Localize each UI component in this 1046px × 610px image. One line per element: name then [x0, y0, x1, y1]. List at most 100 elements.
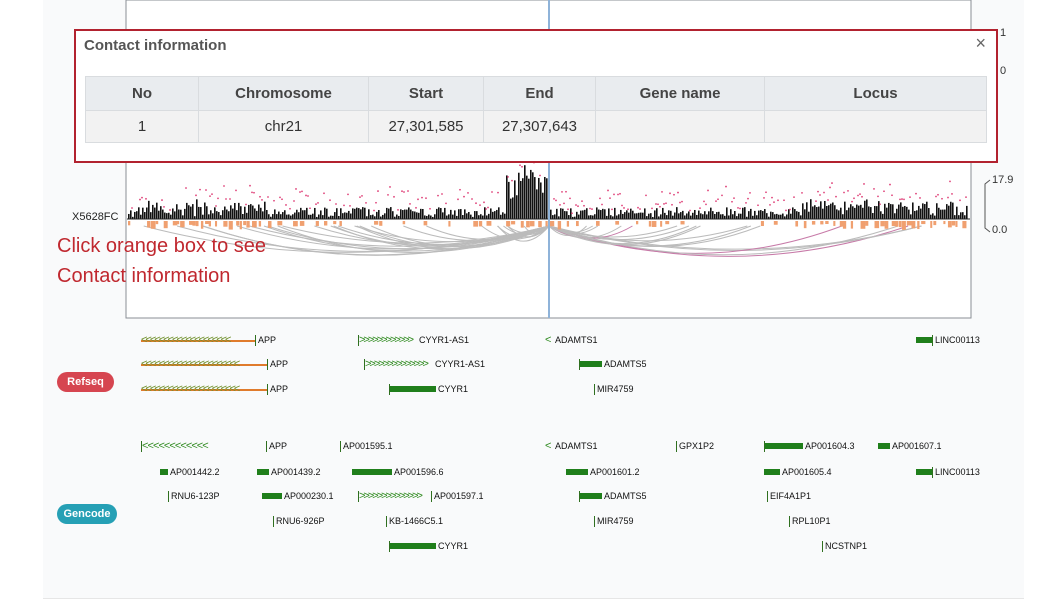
contact-box[interactable]: [277, 221, 283, 226]
gene-cyyr1-as1[interactable]: >>>>>>>>>>>> CYYR1-AS1: [358, 334, 469, 346]
gene-ap001601-2[interactable]: AP001601.2: [566, 466, 640, 478]
contact-box[interactable]: [223, 221, 228, 227]
contact-box[interactable]: [205, 221, 209, 225]
contact-box[interactable]: [902, 221, 906, 230]
gene-adamts5[interactable]: ADAMTS5: [579, 490, 647, 502]
refseq-badge[interactable]: Refseq: [57, 372, 114, 392]
contact-box[interactable]: [566, 221, 570, 227]
gene-ap001595-1[interactable]: AP001595.1: [340, 440, 393, 452]
contact-box[interactable]: [228, 221, 233, 230]
contact-box[interactable]: [155, 221, 159, 225]
contact-box[interactable]: [163, 221, 168, 229]
contact-box[interactable]: [636, 221, 639, 225]
contact-box[interactable]: [773, 221, 778, 225]
gene-cyyr1[interactable]: CYYR1: [389, 383, 468, 395]
gene-adamts1[interactable]: < ADAMTS1: [545, 440, 598, 452]
contact-box[interactable]: [906, 221, 912, 226]
gene-ap000230-1[interactable]: AP000230.1: [262, 490, 334, 502]
contact-box[interactable]: [917, 221, 920, 230]
contact-box[interactable]: [825, 221, 829, 225]
contact-box[interactable]: [176, 221, 180, 225]
contact-box[interactable]: [511, 221, 516, 225]
contact-box[interactable]: [324, 221, 328, 226]
contact-box[interactable]: [884, 221, 889, 229]
contact-box[interactable]: [660, 221, 663, 227]
contact-box[interactable]: [955, 221, 958, 227]
contact-box[interactable]: [839, 221, 844, 227]
gene-gpx1p2[interactable]: GPX1P2: [676, 440, 714, 452]
contact-box[interactable]: [128, 221, 131, 226]
contact-box[interactable]: [933, 221, 937, 226]
contact-box[interactable]: [374, 221, 379, 225]
contact-box[interactable]: [930, 221, 933, 228]
gene-adamts5[interactable]: ADAMTS5: [579, 358, 647, 370]
contact-box[interactable]: [865, 221, 869, 226]
contact-box[interactable]: [147, 221, 151, 228]
gene-kb-1466c5-1[interactable]: KB-1466C5.1: [386, 515, 443, 527]
contact-box[interactable]: [268, 221, 272, 228]
gene-eif4a1p1[interactable]: EIF4A1P1: [767, 490, 811, 502]
gene-app[interactable]: <<<<<<<<<<<<<<<<<<<<<< APP: [141, 383, 288, 395]
contact-box[interactable]: [293, 221, 298, 227]
contact-box[interactable]: [478, 221, 483, 227]
contact-box[interactable]: [315, 221, 319, 226]
contact-box[interactable]: [911, 221, 916, 229]
contact-box[interactable]: [246, 221, 250, 228]
contact-box[interactable]: [680, 221, 685, 225]
gene-ap001597-1[interactable]: >>>>>>>>>>>>>> AP001597.1: [358, 490, 484, 502]
gene-ap001442-2[interactable]: AP001442.2: [160, 466, 220, 478]
contact-box[interactable]: [549, 221, 555, 227]
contact-box[interactable]: [520, 221, 524, 228]
contact-box[interactable]: [615, 221, 620, 225]
contact-box[interactable]: [215, 221, 218, 227]
contact-box[interactable]: [506, 221, 511, 227]
gene-app[interactable]: < < < < < < < < < < < < APP: [141, 440, 287, 452]
contact-box[interactable]: [195, 221, 199, 227]
contact-box[interactable]: [943, 221, 946, 225]
gene-ap001605-4[interactable]: AP001605.4: [764, 466, 832, 478]
contact-box[interactable]: [192, 221, 196, 226]
contact-box[interactable]: [200, 221, 204, 229]
gene-ncstnp1[interactable]: NCSTNP1: [822, 540, 867, 552]
contact-box[interactable]: [333, 221, 337, 225]
gene-cyyr1[interactable]: CYYR1: [389, 540, 468, 552]
contact-box[interactable]: [189, 221, 193, 225]
contact-box[interactable]: [895, 221, 899, 227]
close-icon[interactable]: ×: [975, 33, 986, 53]
contact-box[interactable]: [545, 221, 548, 227]
contact-box[interactable]: [258, 221, 262, 227]
contact-box[interactable]: [833, 221, 836, 226]
contact-box[interactable]: [850, 221, 854, 229]
gene-rnu6-926p[interactable]: RNU6-926P: [273, 515, 325, 527]
contact-box[interactable]: [180, 221, 185, 228]
contact-box[interactable]: [665, 221, 670, 225]
contact-box[interactable]: [448, 221, 451, 227]
contact-box[interactable]: [172, 221, 178, 226]
contact-box[interactable]: [575, 221, 579, 227]
contact-box[interactable]: [150, 221, 156, 229]
gene-ap001439-2[interactable]: AP001439.2: [257, 466, 321, 478]
gene-app[interactable]: <<<<<<<<<<<<<<<<<<<<<< APP: [141, 358, 288, 370]
contact-box[interactable]: [252, 221, 257, 228]
contact-box[interactable]: [538, 221, 542, 228]
contact-boxes[interactable]: [128, 221, 967, 230]
contact-box[interactable]: [402, 221, 406, 225]
contact-box[interactable]: [473, 221, 479, 227]
contact-box[interactable]: [648, 221, 652, 227]
contact-box[interactable]: [239, 221, 242, 230]
gencode-badge[interactable]: Gencode: [57, 504, 117, 524]
contact-box[interactable]: [423, 221, 428, 226]
contact-box[interactable]: [208, 221, 212, 227]
gene-linc00113[interactable]: LINC00113: [916, 466, 980, 478]
contact-box[interactable]: [795, 221, 799, 227]
gene-rnu6-123p[interactable]: RNU6-123P: [168, 490, 220, 502]
gene-ap001607-1[interactable]: AP001607.1: [878, 440, 942, 452]
contact-box[interactable]: [526, 221, 530, 228]
contact-box[interactable]: [243, 221, 247, 226]
contact-box[interactable]: [339, 221, 342, 226]
gene-app[interactable]: <<<<<<<<<<<<<<<<<<<< APP: [141, 334, 276, 346]
contact-box[interactable]: [299, 221, 305, 226]
contact-box[interactable]: [236, 221, 240, 226]
contact-box[interactable]: [842, 221, 847, 229]
contact-box[interactable]: [557, 221, 562, 230]
